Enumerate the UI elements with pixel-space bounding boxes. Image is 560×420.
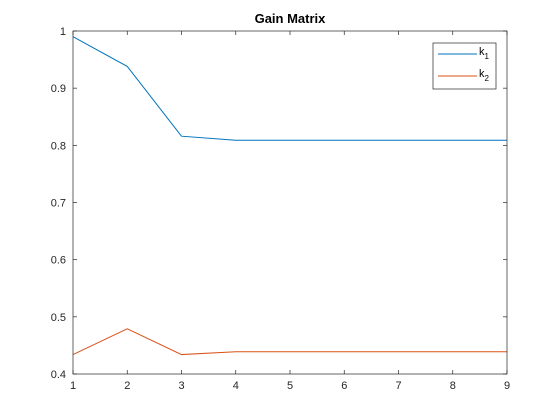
x-tick-label: 4 [233,380,239,392]
y-tick-label: 0.5 [51,312,66,324]
legend-subscript: 2 [485,74,490,83]
series-line-k1 [72,36,507,141]
x-tick-label: 5 [287,380,293,392]
axes-layer: 1 2 3 4 5 6 7 8 9 0.4 0.5 0.6 0.7 0.8 0.9 1 [51,26,510,392]
y-tick-label: 0.9 [51,83,66,95]
x-tick-label: 2 [124,380,130,392]
y-tick-label: 0.4 [51,369,66,381]
x-tick-label: 9 [504,380,510,392]
x-tick-label: 6 [341,380,347,392]
y-tick-label: 0.8 [51,140,66,152]
x-tick-label: 7 [395,380,401,392]
chart-title: Gain Matrix [255,11,327,26]
x-tick-label: 3 [178,380,184,392]
legend-label-k1: k1 [479,46,490,61]
legend: k1 k2 [432,42,497,90]
legend-box [432,42,497,90]
legend-subscript: 1 [485,52,490,61]
y-tick-label: 1 [60,26,66,38]
legend-label-k2: k2 [479,68,490,83]
x-tick-label: 1 [70,380,76,392]
x-tick-label: 8 [450,380,456,392]
y-tick-label: 0.6 [51,255,66,267]
series-layer [72,36,507,356]
series-line-k2 [72,328,507,356]
y-tick-label: 0.7 [51,198,66,210]
